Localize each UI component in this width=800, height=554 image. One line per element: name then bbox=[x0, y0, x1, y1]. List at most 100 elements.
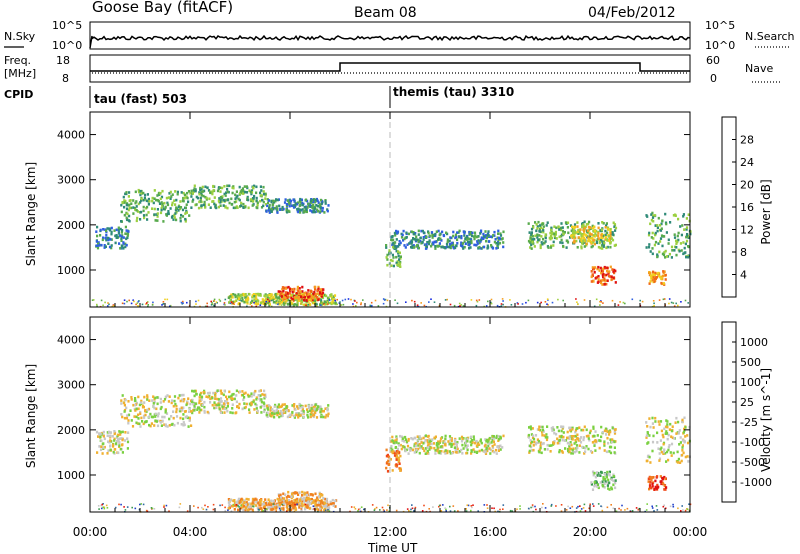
echo-cell bbox=[299, 302, 302, 305]
echo-cell bbox=[237, 505, 239, 507]
echo-cell bbox=[455, 451, 458, 454]
echo-cell bbox=[593, 444, 596, 447]
echo-cell bbox=[583, 241, 586, 244]
echo-cell bbox=[134, 403, 137, 407]
echo-cell bbox=[686, 441, 690, 445]
echo-cell bbox=[234, 206, 237, 210]
echo-cell bbox=[246, 197, 249, 200]
echo-cell bbox=[568, 450, 571, 454]
echo-cell bbox=[323, 505, 326, 508]
echo-cell bbox=[170, 195, 173, 198]
echo-cell bbox=[179, 216, 182, 220]
echo-cell bbox=[419, 436, 422, 440]
echo-cell bbox=[582, 236, 586, 240]
echo-cell bbox=[297, 416, 300, 419]
echo-cell bbox=[548, 236, 551, 240]
echo-cell bbox=[145, 213, 148, 217]
echo-cell bbox=[288, 202, 291, 205]
echo-cell bbox=[589, 226, 592, 229]
echo-cell bbox=[499, 508, 501, 511]
echo-cell bbox=[676, 450, 679, 454]
echo-cell bbox=[486, 507, 489, 509]
echo-cell bbox=[673, 437, 676, 440]
echo-cell bbox=[259, 294, 262, 297]
echo-cell bbox=[126, 447, 129, 450]
echo-cell bbox=[267, 208, 270, 212]
echo-cell bbox=[277, 499, 280, 503]
echo-cell bbox=[597, 232, 600, 235]
echo-cell bbox=[562, 425, 565, 429]
echo-cell bbox=[597, 471, 600, 475]
echo-cell bbox=[207, 203, 210, 206]
echo-cell bbox=[379, 509, 381, 511]
echo-cell bbox=[566, 221, 570, 225]
echo-cell bbox=[672, 451, 675, 455]
echo-cell bbox=[536, 225, 539, 228]
echo-cell bbox=[390, 446, 393, 450]
echo-cell bbox=[232, 186, 235, 190]
echo-cell bbox=[497, 435, 500, 438]
echo-cell bbox=[251, 299, 254, 303]
echo-cell bbox=[555, 432, 558, 436]
echo-cell bbox=[265, 508, 268, 512]
echo-cell bbox=[601, 279, 604, 282]
echo-cell bbox=[247, 505, 250, 509]
echo-cell bbox=[240, 294, 243, 297]
echo-cell bbox=[227, 402, 230, 405]
echo-cell bbox=[396, 230, 400, 234]
echo-cell bbox=[202, 508, 205, 510]
echo-cell bbox=[188, 416, 191, 420]
echo-cell bbox=[251, 197, 255, 200]
echo-cell bbox=[451, 243, 455, 247]
echo-cell bbox=[592, 505, 595, 507]
echo-cell bbox=[284, 291, 288, 294]
echo-cell bbox=[153, 508, 156, 510]
echo-cell bbox=[479, 230, 482, 234]
echo-cell bbox=[592, 503, 594, 505]
echo-cell bbox=[182, 393, 185, 397]
echo-cell bbox=[222, 393, 225, 397]
echo-cell bbox=[666, 423, 669, 426]
echo-cell bbox=[314, 288, 317, 291]
echo-cell bbox=[200, 206, 203, 209]
echo-cell bbox=[433, 240, 436, 244]
echo-cell bbox=[549, 450, 552, 453]
echo-cell bbox=[493, 234, 496, 237]
echo-cell bbox=[427, 443, 430, 446]
echo-cell bbox=[397, 456, 400, 460]
echo-cell bbox=[117, 451, 120, 455]
echo-cell bbox=[652, 434, 655, 438]
echo-cell bbox=[470, 299, 473, 301]
echo-cell bbox=[325, 500, 328, 504]
echo-cell bbox=[233, 508, 236, 511]
echo-cell bbox=[434, 435, 437, 439]
echo-cell bbox=[193, 505, 195, 507]
echo-cell bbox=[561, 229, 565, 233]
echo-cell bbox=[322, 288, 325, 291]
echo-cell bbox=[686, 508, 689, 511]
echo-cell bbox=[553, 440, 556, 443]
echo-cell bbox=[654, 271, 657, 275]
echo-cell bbox=[605, 475, 608, 479]
echo-cell bbox=[220, 400, 223, 403]
echo-cell bbox=[400, 236, 404, 239]
echo-cell bbox=[287, 409, 290, 413]
echo-cell bbox=[264, 498, 267, 501]
echo-cell bbox=[387, 455, 391, 459]
echo-cell bbox=[103, 244, 106, 247]
echo-cell bbox=[679, 436, 682, 439]
echo-cell bbox=[599, 481, 602, 484]
echo-cell bbox=[538, 234, 541, 237]
echo-cell bbox=[533, 245, 536, 248]
echo-cell bbox=[229, 499, 232, 502]
echo-cell bbox=[314, 285, 317, 289]
echo-cell bbox=[408, 510, 410, 512]
echo-cell bbox=[654, 416, 657, 420]
echo-cell bbox=[112, 443, 115, 447]
echo-cell bbox=[299, 295, 302, 298]
echo-cell bbox=[593, 242, 596, 246]
echo-cell bbox=[255, 199, 258, 203]
echo-cell bbox=[476, 442, 479, 446]
echo-cell bbox=[474, 234, 477, 237]
echo-cell bbox=[574, 438, 577, 442]
